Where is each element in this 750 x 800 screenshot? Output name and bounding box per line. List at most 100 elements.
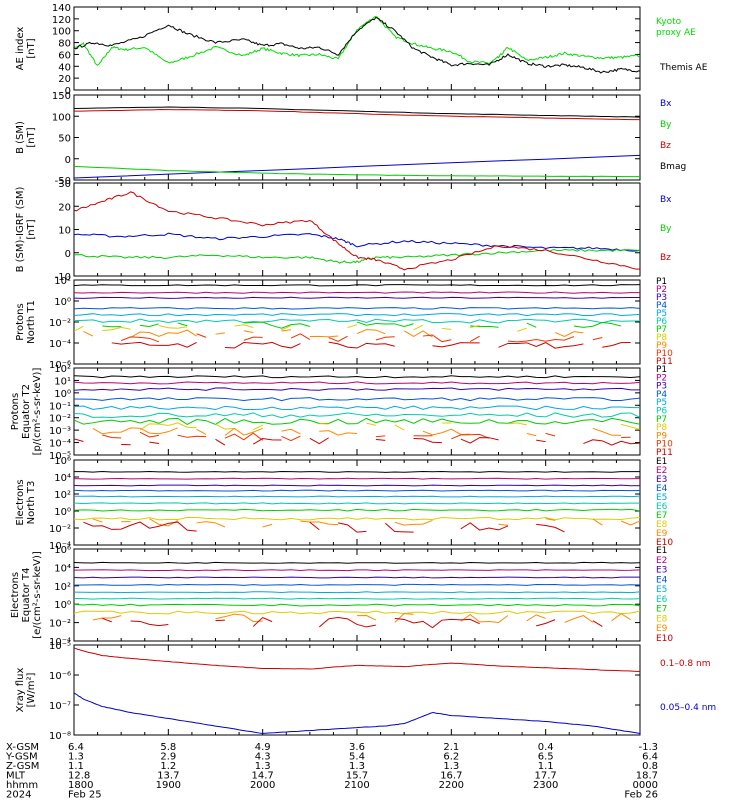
legend-label: P3 (656, 293, 667, 303)
series-line (384, 522, 414, 533)
series-line (243, 336, 263, 341)
ephemeris-value: 12.8 (68, 771, 90, 782)
ephemeris-table: X-GSMY-GSMZ-GSMMLThhmm20246.41.31.112.81… (5, 742, 658, 800)
legend-label: P4 (656, 301, 667, 311)
y-tick-label: 10 (58, 226, 71, 237)
plot-frame (73, 6, 641, 91)
ephemeris-row-label: MLT (6, 771, 26, 782)
y-tick-label: 10⁻² (49, 414, 71, 425)
series-line (441, 327, 452, 330)
legend-label: E3 (656, 566, 667, 576)
series-line (83, 521, 197, 532)
series-line (224, 427, 263, 436)
ephemeris-value: 6.2 (443, 752, 459, 763)
series-line (592, 427, 622, 436)
plot-area (74, 191, 640, 271)
ephemeris-row-label: hhmm (6, 780, 38, 791)
y-tick-label: 10⁻⁴ (49, 637, 71, 648)
series-line (375, 435, 386, 438)
y-axis-label: [nT] (26, 219, 37, 239)
y-axis-label: Electrons (10, 572, 21, 618)
ephemeris-value: 6.4 (68, 742, 84, 753)
series-line (74, 318, 640, 324)
series-line (74, 375, 640, 379)
series-line (498, 523, 508, 526)
series-line (507, 336, 575, 343)
series-line (74, 647, 640, 672)
series-line (602, 342, 631, 348)
plot-area (74, 106, 640, 179)
series-line (74, 232, 640, 252)
series-line (196, 428, 207, 435)
series-line (252, 616, 273, 627)
legend-label: E6 (656, 595, 668, 605)
series-line (177, 434, 207, 438)
series-line (74, 484, 640, 487)
series-line (177, 322, 188, 327)
series-line (281, 329, 292, 332)
series-line (111, 341, 197, 348)
y-tick-label: 140 (52, 3, 71, 14)
ephemeris-value: 2300 (533, 780, 558, 791)
y-axis-label: AE index (15, 27, 26, 71)
legend-label: E1 (656, 457, 667, 467)
y-tick-label: 10⁻⁴ (49, 541, 71, 552)
series-line (318, 616, 376, 628)
panel-2: 150 100 50 0 -50 B (SM) [nT] Bx By Bz Bmag (15, 91, 686, 187)
series-line (394, 613, 414, 623)
y-tick-label: 10⁶ (54, 545, 71, 556)
ephemeris-value: 18.7 (636, 771, 658, 782)
series-line (328, 341, 395, 349)
series-line (470, 325, 480, 328)
series-line (507, 422, 527, 426)
legend-label: P4 (656, 390, 667, 400)
series-line (74, 495, 640, 498)
y-tick-label: 30 (58, 179, 71, 190)
y-tick-label: 10⁻¹ (49, 401, 71, 412)
series-line (290, 333, 311, 340)
y-tick-label: 10⁰ (54, 389, 71, 400)
series-line (469, 335, 480, 342)
series-line (74, 561, 640, 564)
ephemeris-value: 1.1 (68, 761, 84, 772)
series-line (74, 165, 640, 178)
plot-frame (73, 367, 641, 456)
legend-label: P11 (656, 448, 673, 458)
series-line (74, 412, 640, 419)
y-axis-label: Xray flux (15, 668, 26, 713)
series-line (403, 330, 433, 338)
y-tick-label: 10⁶ (54, 456, 71, 467)
series-line (196, 333, 207, 338)
y-axis-label: North T1 (26, 300, 37, 344)
plot-frame (73, 94, 641, 181)
y-axis-label: [nT] (26, 127, 37, 147)
y-axis-label: Protons (10, 393, 21, 430)
series-line (102, 434, 122, 439)
series-line (74, 438, 84, 443)
series-line (74, 108, 640, 121)
y-tick-label: 10⁻⁷ (49, 701, 71, 712)
legend-label: P7 (656, 325, 667, 335)
y-axis-label: [W/m²] (26, 672, 37, 707)
series-line (356, 615, 377, 621)
legend-label: Bx (660, 195, 672, 205)
series-line (74, 16, 640, 66)
series-line (74, 191, 640, 271)
plot-area (74, 647, 640, 735)
y-tick-label: 10⁻³ (49, 426, 71, 437)
series-line (74, 569, 640, 572)
series-line (432, 342, 480, 348)
series-line (158, 325, 188, 329)
series-line (74, 583, 640, 586)
series-line (621, 423, 640, 430)
series-line (319, 430, 358, 436)
y-tick-label: 10⁻⁵ (49, 451, 71, 462)
series-line (592, 620, 603, 627)
series-line (309, 437, 329, 445)
y-tick-label: 0 (65, 249, 71, 260)
panel-8: 10⁻⁵ 10⁻⁶ 10⁻⁷ 10⁻⁸ Xray flux [W/m²] 0.1–0.8 n… (15, 641, 716, 742)
plot-area (74, 561, 640, 629)
y-tick-label: 10² (54, 364, 71, 375)
ephemeris-value: 16.7 (440, 771, 462, 782)
